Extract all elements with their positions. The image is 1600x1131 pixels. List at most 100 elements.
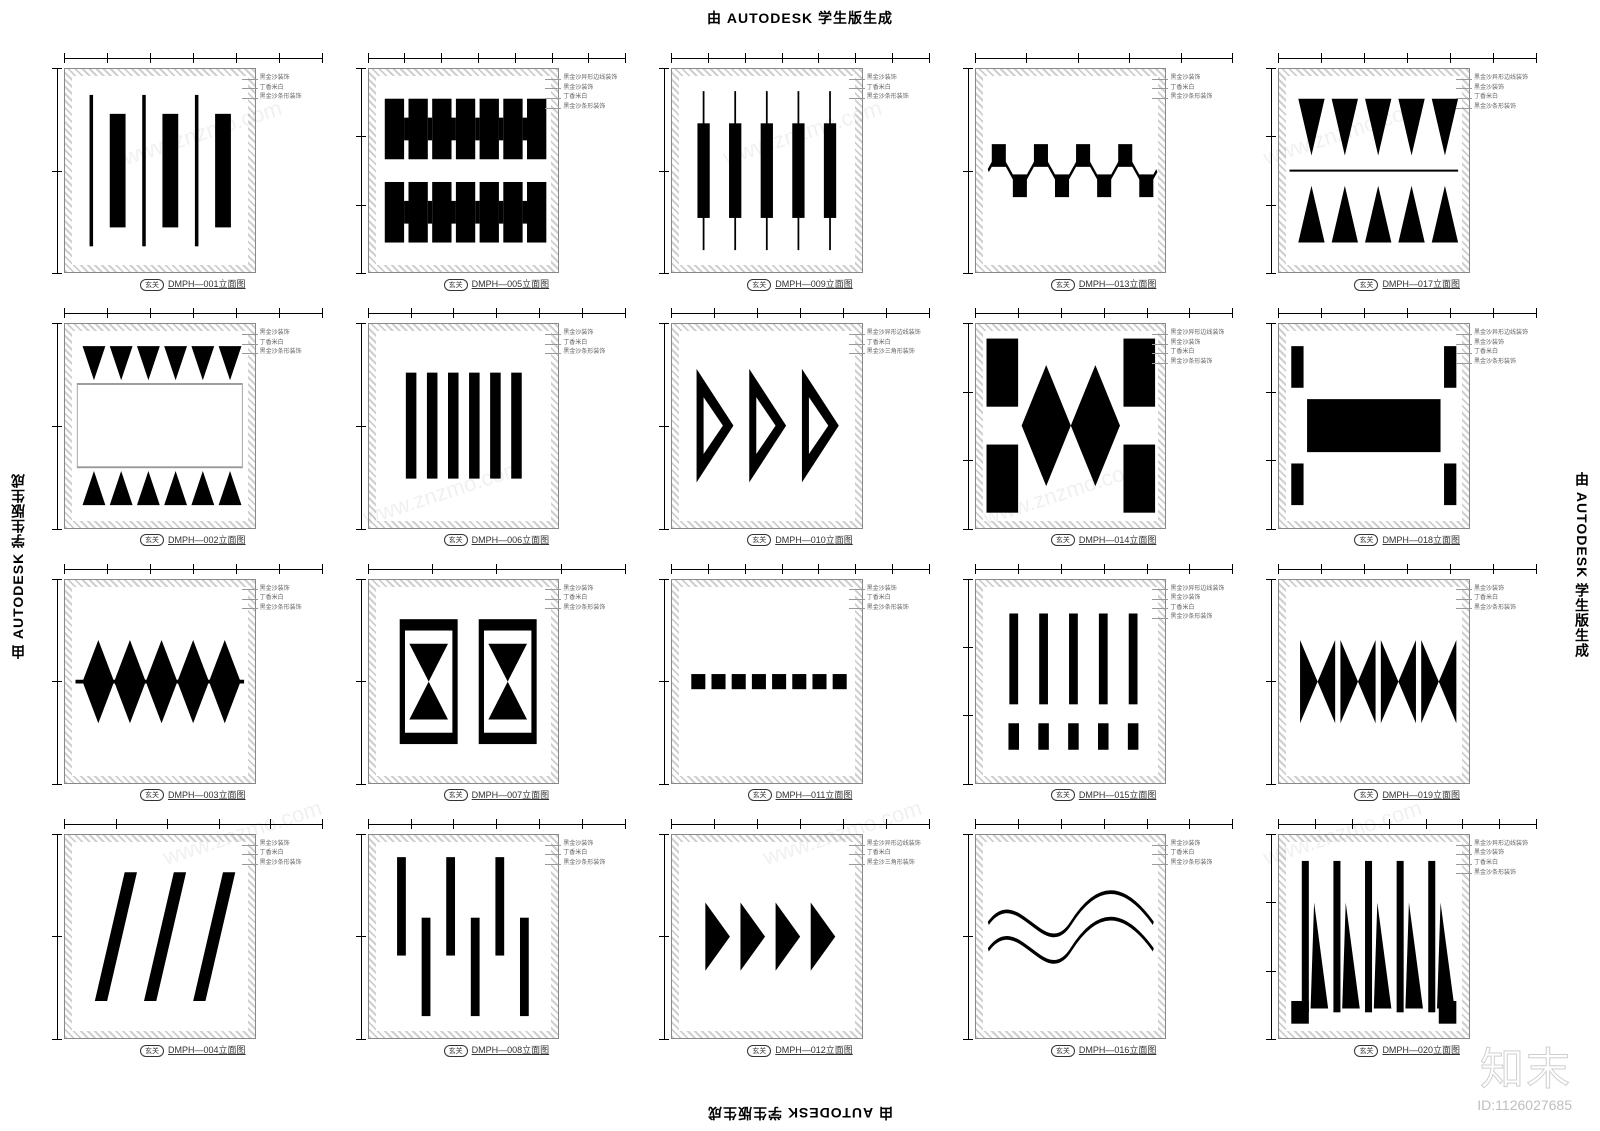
elevation-cell: 黑金沙异形边线装饰黑金沙装饰丁香米白黑金沙条形装饰玄关DMPH—018立面图 <box>1264 305 1550 550</box>
dimension-bar-left <box>50 323 64 528</box>
material-notes: 黑金沙装饰丁香米白黑金沙条形装饰 <box>256 579 336 784</box>
note-line: 黑金沙装饰 <box>867 585 943 595</box>
caption: 玄关DMPH—014立面图 <box>961 529 1247 551</box>
pattern-arrows3 <box>679 331 855 520</box>
material-notes: 黑金沙装饰丁香米白黑金沙条形装饰 <box>256 323 336 528</box>
pattern-bowties2 <box>376 587 552 776</box>
panel-inner <box>1286 76 1462 265</box>
pattern-zigzag <box>983 76 1159 265</box>
note-line: 黑金沙条形装饰 <box>867 93 943 103</box>
dimension-bar-top <box>368 305 626 321</box>
note-line: 黑金沙异形边线装饰 <box>867 840 943 850</box>
note-line: 黑金沙条形装饰 <box>260 93 336 103</box>
note-line: 黑金沙异形边线装饰 <box>563 74 639 84</box>
caption: 玄关DMPH—013立面图 <box>961 273 1247 295</box>
caption-prefix: 玄关 <box>1354 279 1378 291</box>
note-line: 黑金沙三角形装饰 <box>867 859 943 869</box>
pattern-tri_border <box>72 331 248 520</box>
note-line: 丁香米白 <box>563 594 639 604</box>
note-line: 黑金沙装饰 <box>1170 74 1246 84</box>
elevation-cell: 黑金沙装饰丁香米白黑金沙条形装饰玄关 DMPH—003立面图 <box>50 561 336 806</box>
dimension-bar-left <box>961 579 975 784</box>
caption-id: DMPH—001立面图 <box>168 279 246 289</box>
material-notes: 黑金沙异形边线装饰黑金沙装饰丁香米白黑金沙条形装饰 <box>1470 834 1550 1039</box>
material-notes: 黑金沙装饰丁香米白黑金沙条形装饰 <box>256 834 336 1039</box>
elevation-cell: 黑金沙装饰丁香米白黑金沙条形装饰玄关DMPH—004立面图 <box>50 816 336 1061</box>
dimension-bar-left <box>657 323 671 528</box>
note-line: 黑金沙装饰 <box>563 84 639 94</box>
panel-inner <box>72 587 248 776</box>
caption: 玄关DMPH—004立面图 <box>50 1039 336 1061</box>
note-line: 丁香米白 <box>260 849 336 859</box>
caption-prefix: 玄关 <box>140 789 164 801</box>
material-notes: 黑金沙装饰丁香米白黑金沙条形装饰 <box>863 579 943 784</box>
caption-prefix: 玄关 <box>747 1045 771 1057</box>
panel-inner <box>1286 331 1462 520</box>
dimension-bar-top <box>368 50 626 66</box>
caption: 玄关DMPH—015立面图 <box>961 784 1247 806</box>
elevation-cell: 黑金沙异形边线装饰黑金沙装饰丁香米白黑金沙条形装饰玄关DMPH—014立面图 <box>961 305 1247 550</box>
note-line: 黑金沙异形边线装饰 <box>867 329 943 339</box>
dimension-bar-top <box>1278 50 1536 66</box>
caption-prefix: 玄关 <box>444 789 468 801</box>
note-line: 黑金沙条形装饰 <box>1170 613 1246 623</box>
elevation-cell: 黑金沙异形边线装饰丁香米白黑金沙三角形装饰玄关DMPH—012立面图 <box>657 816 943 1061</box>
note-line: 丁香米白 <box>563 849 639 859</box>
note-line: 黑金沙条形装饰 <box>1170 358 1246 368</box>
note-line: 丁香米白 <box>1170 849 1246 859</box>
note-line: 黑金沙装饰 <box>1170 840 1246 850</box>
dimension-bar-top <box>368 561 626 577</box>
note-line: 黑金沙三角形装饰 <box>867 348 943 358</box>
caption-id: DMPH—020立面图 <box>1382 1045 1460 1055</box>
dimension-bar-top <box>975 561 1233 577</box>
caption-prefix: 玄关 <box>748 789 772 801</box>
dimension-bar-left <box>50 579 64 784</box>
note-line: 黑金沙异形边线装饰 <box>1170 585 1246 595</box>
note-line: 丁香米白 <box>867 339 943 349</box>
note-line: 黑金沙装饰 <box>563 329 639 339</box>
note-line: 黑金沙条形装饰 <box>260 348 336 358</box>
caption: 玄关DMPH—002立面图 <box>50 529 336 551</box>
note-line: 黑金沙条形装饰 <box>1474 358 1550 368</box>
elevation-cell: 黑金沙装饰丁香米白黑金沙条形装饰玄关DMPH—008立面图 <box>354 816 640 1061</box>
note-line: 黑金沙装饰 <box>260 74 336 84</box>
panel-inner <box>72 76 248 265</box>
elevation-cell: 黑金沙异形边线装饰黑金沙装饰丁香米白黑金沙条形装饰玄关DMPH—020立面图 <box>1264 816 1550 1061</box>
dimension-bar-left <box>1264 323 1278 528</box>
note-line: 丁香米白 <box>867 849 943 859</box>
caption: 玄关DMPH—020立面图 <box>1264 1039 1550 1061</box>
note-line: 丁香米白 <box>1170 84 1246 94</box>
caption: 玄关DMPH—001立面图 <box>50 273 336 295</box>
caption-id: DMPH—019立面图 <box>1382 790 1460 800</box>
pattern-dash_line <box>679 587 855 776</box>
dimension-bar-left <box>354 68 368 273</box>
note-line: 黑金沙条形装饰 <box>1170 93 1246 103</box>
note-line: 丁香米白 <box>867 84 943 94</box>
pattern-diamonds_sq <box>983 331 1159 520</box>
dimension-bar-left <box>657 834 671 1039</box>
note-line: 丁香米白 <box>563 93 639 103</box>
note-line: 黑金沙装饰 <box>1170 594 1246 604</box>
caption-prefix: 玄关 <box>140 1045 164 1057</box>
note-line: 丁香米白 <box>1474 93 1550 103</box>
note-line: 黑金沙异形边线装饰 <box>1474 74 1550 84</box>
dimension-bar-left <box>1264 68 1278 273</box>
caption: 玄关DMPH—017立面图 <box>1264 273 1550 295</box>
caption-prefix: 玄关 <box>747 279 771 291</box>
material-notes: 黑金沙装饰丁香米白黑金沙条形装饰 <box>1470 579 1550 784</box>
material-notes: 黑金沙异形边线装饰黑金沙装饰丁香米白黑金沙条形装饰 <box>1470 68 1550 273</box>
caption: 玄关 DMPH—003立面图 <box>50 784 336 806</box>
pattern-tri_rows <box>1286 76 1462 265</box>
material-notes: 黑金沙装饰丁香米白黑金沙条形装饰 <box>559 834 639 1039</box>
caption-prefix: 玄关 <box>1051 1045 1075 1057</box>
dimension-bar-top <box>975 816 1233 832</box>
caption-id: DMPH—010立面图 <box>775 535 853 545</box>
note-line: 黑金沙装饰 <box>1474 849 1550 859</box>
caption-prefix: 玄关 <box>747 534 771 546</box>
caption-prefix: 玄关 <box>444 534 468 546</box>
caption-id: DMPH—003立面图 <box>168 790 246 800</box>
dimension-bar-left <box>657 579 671 784</box>
note-line: 丁香米白 <box>867 594 943 604</box>
panel-inner <box>72 331 248 520</box>
note-line: 黑金沙条形装饰 <box>260 859 336 869</box>
